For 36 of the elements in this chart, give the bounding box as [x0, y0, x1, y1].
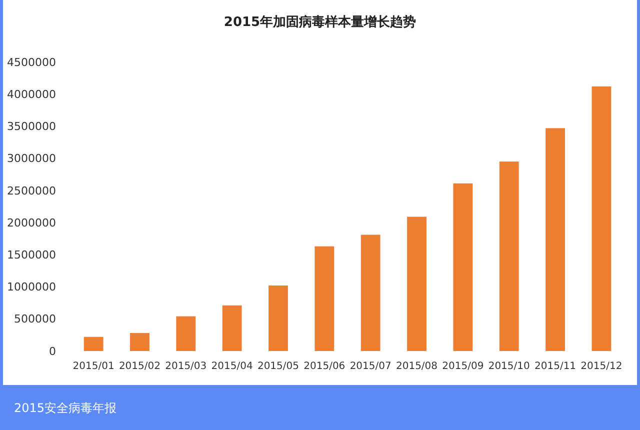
bar	[222, 305, 242, 351]
bar	[546, 128, 565, 351]
x-tick-label: 2015/01	[72, 361, 114, 372]
bar	[499, 162, 519, 351]
x-tick-label: 2015/12	[580, 361, 622, 372]
y-tick-label: 2000000	[7, 216, 56, 230]
chart-title: 2015年加固病毒样本量增长趋势	[224, 14, 416, 30]
bar	[130, 333, 150, 351]
bar	[84, 336, 104, 351]
x-tick-label: 2015/11	[534, 361, 576, 372]
y-tick-label: 1500000	[7, 248, 56, 262]
y-tick-label: 2500000	[7, 184, 56, 198]
x-tick-label: 2015/09	[442, 361, 484, 372]
x-tick-label: 2015/05	[257, 361, 300, 372]
text: 2015安全病毒年报	[14, 401, 117, 415]
bar	[592, 86, 612, 351]
x-tick-label: 2015/03	[165, 361, 207, 372]
y-tick-label: 1000000	[7, 280, 56, 294]
y-tick-label: 3500000	[7, 120, 56, 134]
y-tick-label: 4500000	[7, 56, 56, 69]
bar	[268, 285, 288, 351]
bar	[407, 216, 426, 351]
y-tick-label: 4000000	[7, 88, 56, 101]
x-tick-label: 2015/06	[304, 361, 346, 372]
bar	[360, 234, 380, 351]
y-tick-label: 0	[49, 344, 56, 358]
x-tick-label: 2015/04	[211, 361, 253, 372]
bar	[176, 316, 196, 351]
bar	[314, 246, 334, 351]
y-tick-label: 500000	[14, 312, 56, 326]
y-tick-label: 3000000	[7, 152, 56, 166]
x-tick-label: 2015/02	[118, 361, 160, 372]
x-tick-label: 2015/07	[350, 361, 392, 372]
x-tick-label: 2015/10	[488, 361, 530, 372]
x-tick-label: 2015/08	[396, 361, 438, 372]
bar	[453, 183, 473, 351]
